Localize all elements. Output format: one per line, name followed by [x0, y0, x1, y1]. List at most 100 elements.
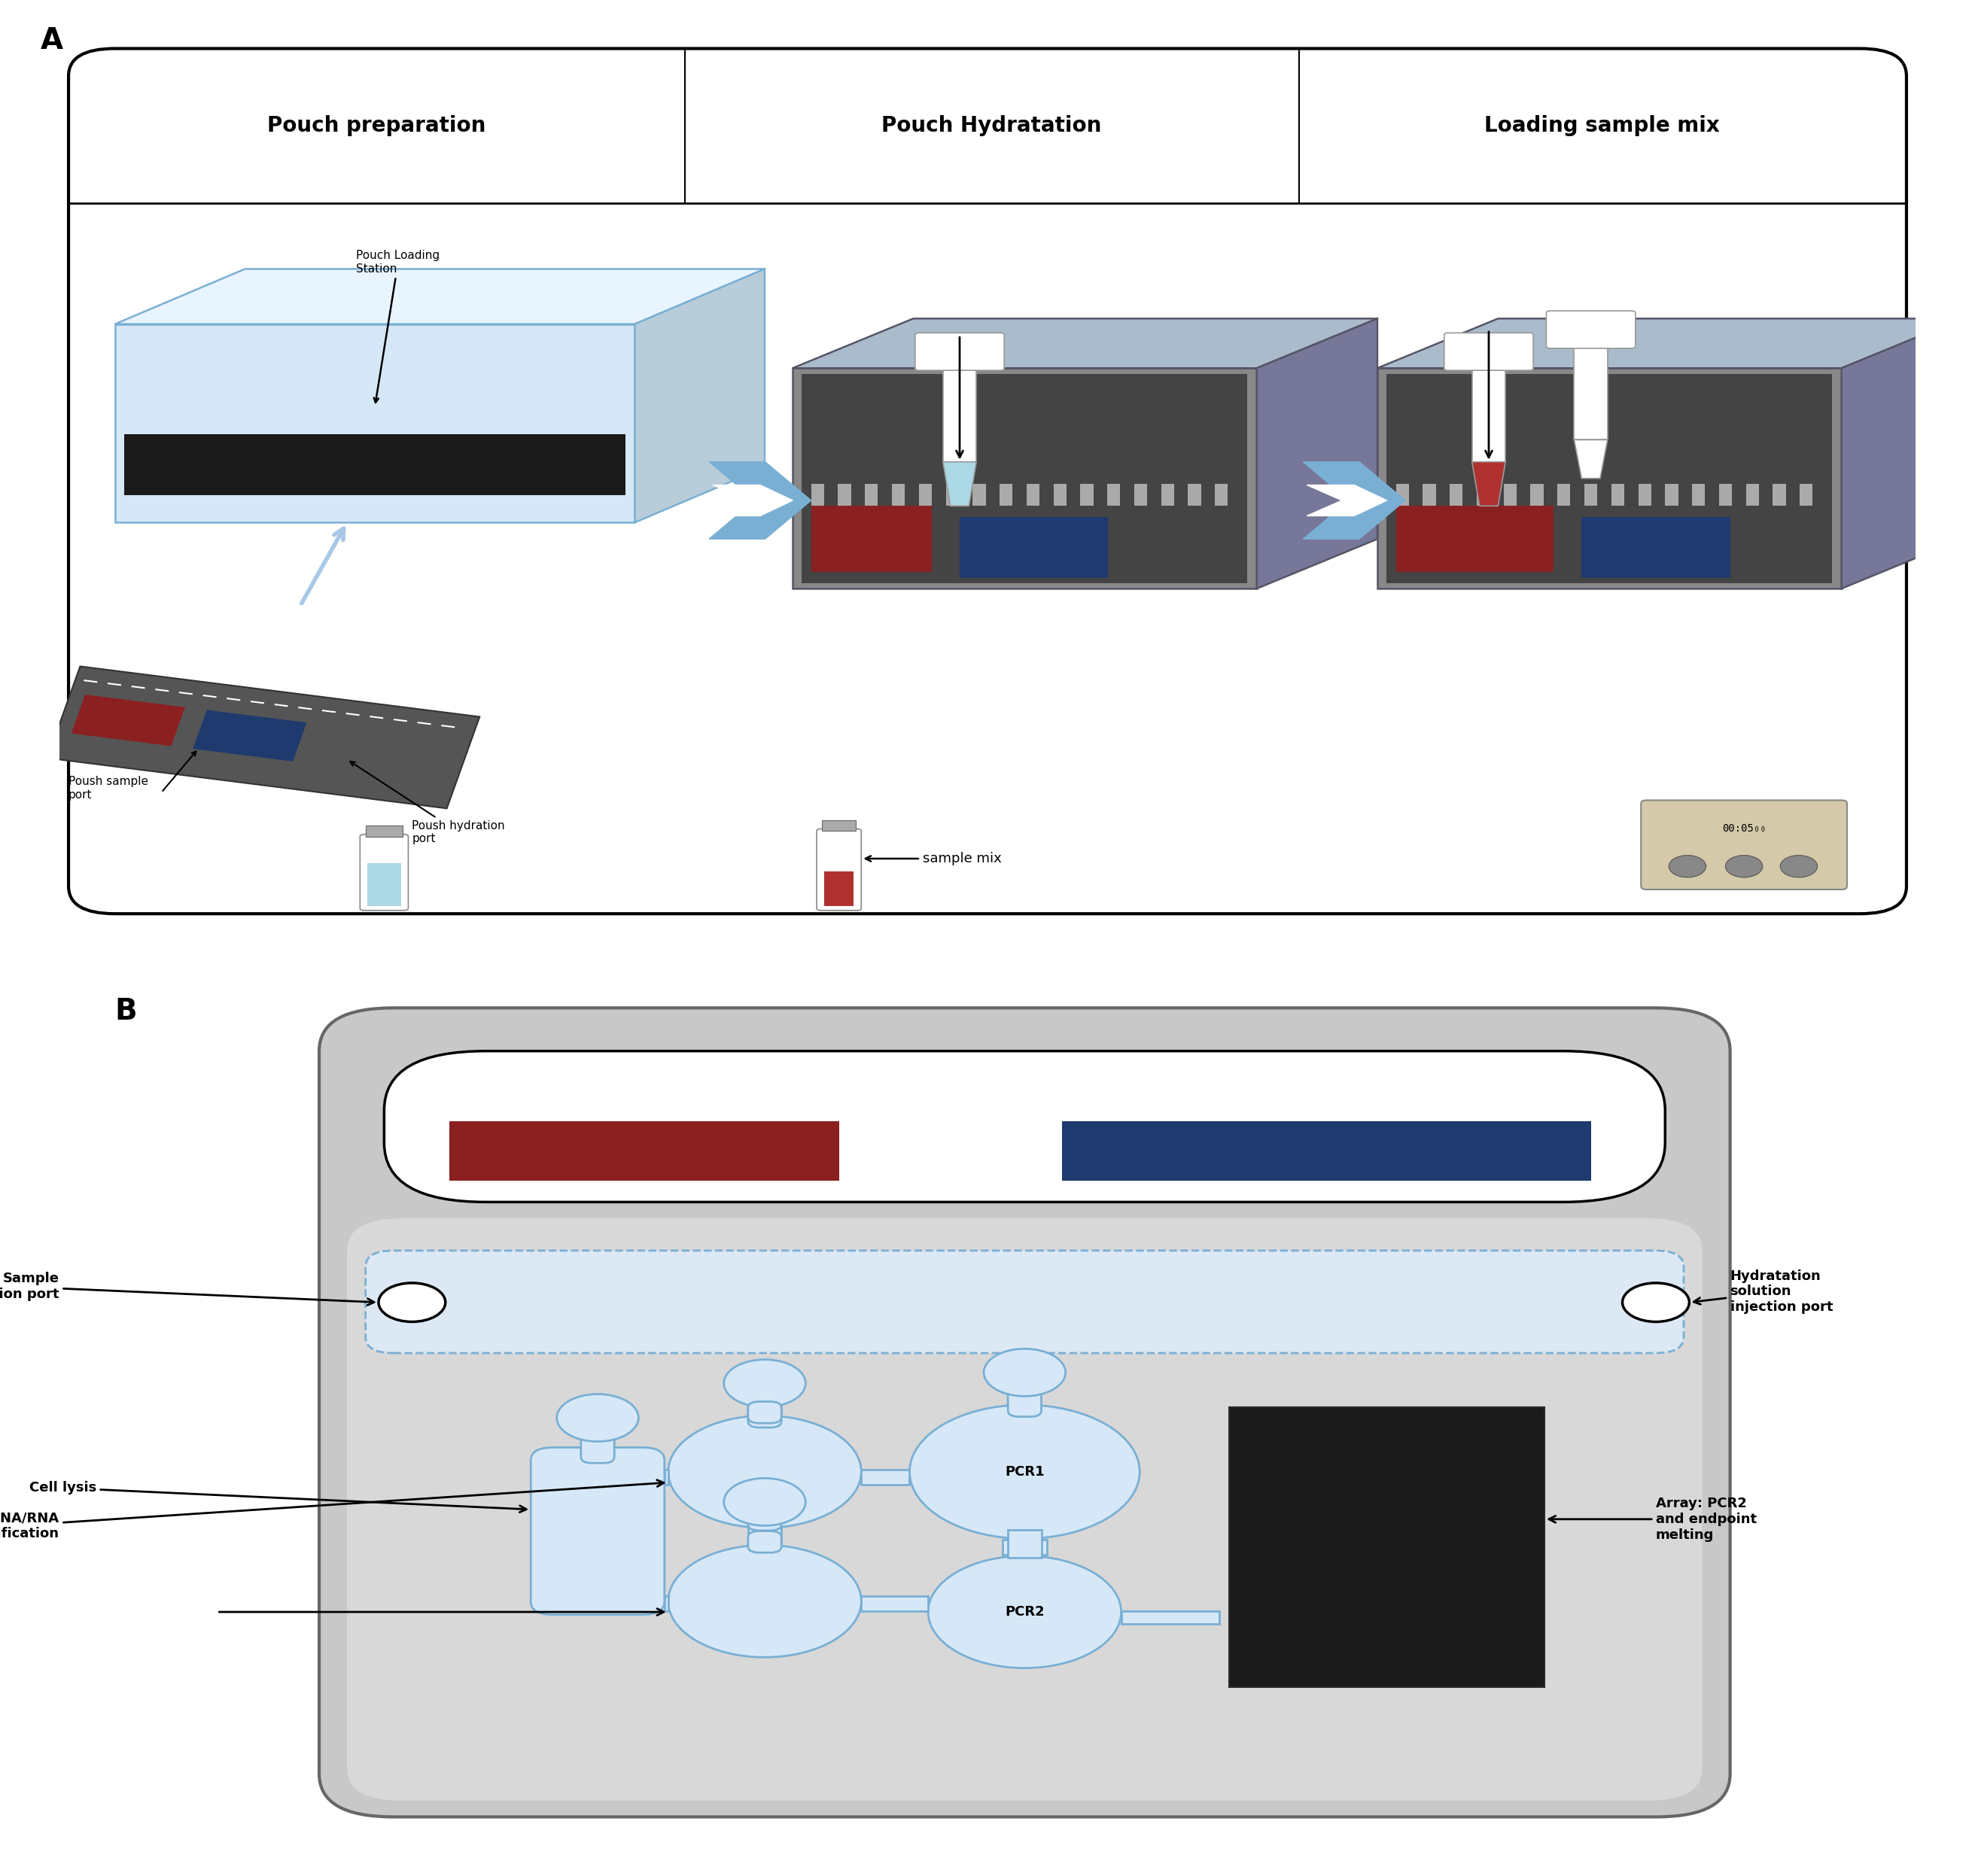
FancyBboxPatch shape — [1641, 801, 1847, 889]
Bar — [1574, 341, 1608, 439]
Bar — [365, 825, 403, 837]
Bar — [1746, 484, 1760, 507]
Polygon shape — [634, 268, 764, 523]
FancyBboxPatch shape — [359, 835, 409, 910]
Polygon shape — [115, 325, 634, 523]
Text: PCR1: PCR1 — [1005, 1465, 1045, 1478]
FancyBboxPatch shape — [1007, 1375, 1041, 1416]
Text: Pouch Hydratation: Pouch Hydratation — [881, 114, 1102, 137]
Bar — [1471, 362, 1505, 461]
Text: Poush sample
port: Poush sample port — [69, 777, 148, 801]
Bar — [893, 484, 905, 507]
FancyBboxPatch shape — [531, 1448, 664, 1615]
Text: sample mix: sample mix — [865, 852, 1001, 865]
FancyBboxPatch shape — [1546, 311, 1635, 349]
Bar — [1558, 484, 1570, 507]
FancyBboxPatch shape — [348, 1218, 1702, 1801]
Bar — [861, 1469, 910, 1484]
Text: Pouch preparation: Pouch preparation — [267, 114, 486, 137]
Text: Loading sample mix: Loading sample mix — [1485, 114, 1720, 137]
Bar — [942, 362, 976, 461]
Text: PCR2: PCR2 — [1005, 1606, 1045, 1619]
Bar — [1531, 484, 1544, 507]
Circle shape — [1621, 1283, 1689, 1323]
Bar — [1422, 484, 1436, 507]
Polygon shape — [792, 368, 1256, 589]
Bar — [1396, 484, 1408, 507]
Text: DNA/RNA
purification: DNA/RNA purification — [0, 1480, 664, 1540]
Bar — [448, 1122, 839, 1180]
Bar — [1612, 484, 1623, 507]
Bar — [1003, 1540, 1047, 1555]
Bar — [822, 820, 855, 831]
Text: A: A — [41, 26, 63, 54]
Bar — [918, 484, 932, 507]
Circle shape — [668, 1416, 861, 1527]
Bar — [861, 1596, 928, 1611]
Polygon shape — [47, 666, 480, 809]
Bar — [1080, 484, 1094, 507]
Circle shape — [379, 1283, 446, 1323]
Bar — [367, 863, 401, 906]
Bar — [1161, 484, 1173, 507]
Bar — [1799, 484, 1813, 507]
FancyBboxPatch shape — [69, 49, 1906, 914]
Bar — [1693, 484, 1704, 507]
Polygon shape — [194, 709, 306, 762]
Polygon shape — [115, 268, 764, 325]
FancyBboxPatch shape — [365, 1251, 1683, 1353]
Text: Array: PCR2
and endpoint
melting: Array: PCR2 and endpoint melting — [1548, 1497, 1758, 1542]
Circle shape — [910, 1405, 1140, 1538]
Bar — [999, 484, 1013, 507]
FancyBboxPatch shape — [581, 1422, 614, 1463]
Circle shape — [1779, 855, 1817, 878]
Polygon shape — [1307, 486, 1386, 516]
Bar — [837, 484, 851, 507]
Bar — [124, 435, 626, 495]
Polygon shape — [1256, 319, 1377, 589]
FancyBboxPatch shape — [914, 332, 1003, 370]
Bar — [664, 1469, 668, 1484]
Text: Sample
injection port: Sample injection port — [0, 1272, 373, 1306]
Polygon shape — [942, 461, 976, 507]
Text: Pouch Loading
Station: Pouch Loading Station — [356, 250, 440, 403]
Bar — [1134, 484, 1147, 507]
Polygon shape — [1377, 319, 1963, 368]
Text: B: B — [115, 998, 136, 1026]
Circle shape — [928, 1555, 1122, 1668]
Polygon shape — [71, 694, 186, 747]
FancyBboxPatch shape — [1444, 332, 1533, 370]
Bar — [1108, 484, 1120, 507]
Bar — [1007, 1531, 1041, 1557]
FancyBboxPatch shape — [818, 829, 861, 910]
Polygon shape — [1574, 439, 1608, 478]
Bar — [1718, 484, 1732, 507]
FancyBboxPatch shape — [749, 1503, 782, 1531]
Bar — [1063, 1122, 1592, 1180]
FancyBboxPatch shape — [749, 1531, 782, 1553]
Text: Poush hydration
port: Poush hydration port — [350, 762, 506, 844]
Bar — [1582, 518, 1730, 578]
Circle shape — [725, 1360, 806, 1407]
Bar — [960, 518, 1108, 578]
Polygon shape — [1377, 368, 1841, 589]
Bar — [1665, 484, 1679, 507]
Bar — [1053, 484, 1066, 507]
Text: Cell lysis: Cell lysis — [30, 1482, 527, 1512]
Bar — [1450, 484, 1463, 507]
Bar — [1396, 507, 1554, 572]
Bar — [1477, 484, 1489, 507]
Bar — [1122, 1611, 1221, 1625]
Circle shape — [557, 1394, 638, 1441]
Polygon shape — [792, 319, 1377, 368]
Bar — [1774, 484, 1785, 507]
Polygon shape — [709, 461, 812, 538]
FancyBboxPatch shape — [749, 1386, 782, 1428]
Polygon shape — [1471, 461, 1505, 507]
Bar — [946, 484, 958, 507]
Circle shape — [668, 1546, 861, 1657]
Bar — [664, 1596, 668, 1611]
Bar — [1189, 484, 1201, 507]
Bar — [1503, 484, 1517, 507]
Text: Hydratation
solution
injection port: Hydratation solution injection port — [1695, 1270, 1833, 1313]
